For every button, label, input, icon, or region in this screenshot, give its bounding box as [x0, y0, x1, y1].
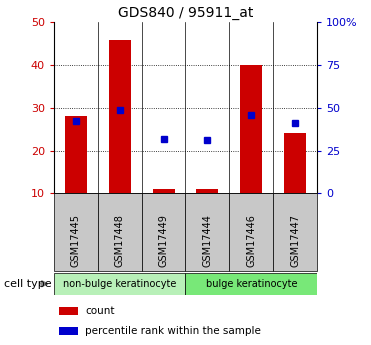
- Bar: [273, 193, 317, 271]
- Bar: [284, 134, 306, 193]
- Bar: [109, 39, 131, 193]
- Bar: [54, 273, 185, 295]
- Bar: [152, 189, 174, 193]
- Bar: [54, 193, 98, 271]
- Bar: [59, 307, 78, 315]
- Bar: [240, 65, 262, 193]
- Bar: [59, 327, 78, 335]
- Bar: [229, 193, 273, 271]
- Title: GDS840 / 95911_at: GDS840 / 95911_at: [118, 6, 253, 20]
- Bar: [186, 193, 229, 271]
- Text: percentile rank within the sample: percentile rank within the sample: [85, 326, 261, 336]
- Text: count: count: [85, 306, 115, 316]
- Bar: [197, 189, 219, 193]
- Text: GSM17446: GSM17446: [246, 214, 256, 267]
- Text: non-bulge keratinocyte: non-bulge keratinocyte: [63, 279, 176, 289]
- Text: bulge keratinocyte: bulge keratinocyte: [206, 279, 297, 289]
- Text: GSM17445: GSM17445: [71, 214, 81, 267]
- Text: GSM17444: GSM17444: [203, 214, 213, 267]
- Text: cell type: cell type: [4, 279, 51, 289]
- Bar: [65, 116, 87, 193]
- Bar: [98, 193, 142, 271]
- Text: GSM17449: GSM17449: [158, 214, 168, 267]
- Bar: [186, 273, 317, 295]
- Text: GSM17448: GSM17448: [115, 214, 125, 267]
- Bar: [142, 193, 186, 271]
- Text: GSM17447: GSM17447: [290, 214, 300, 267]
